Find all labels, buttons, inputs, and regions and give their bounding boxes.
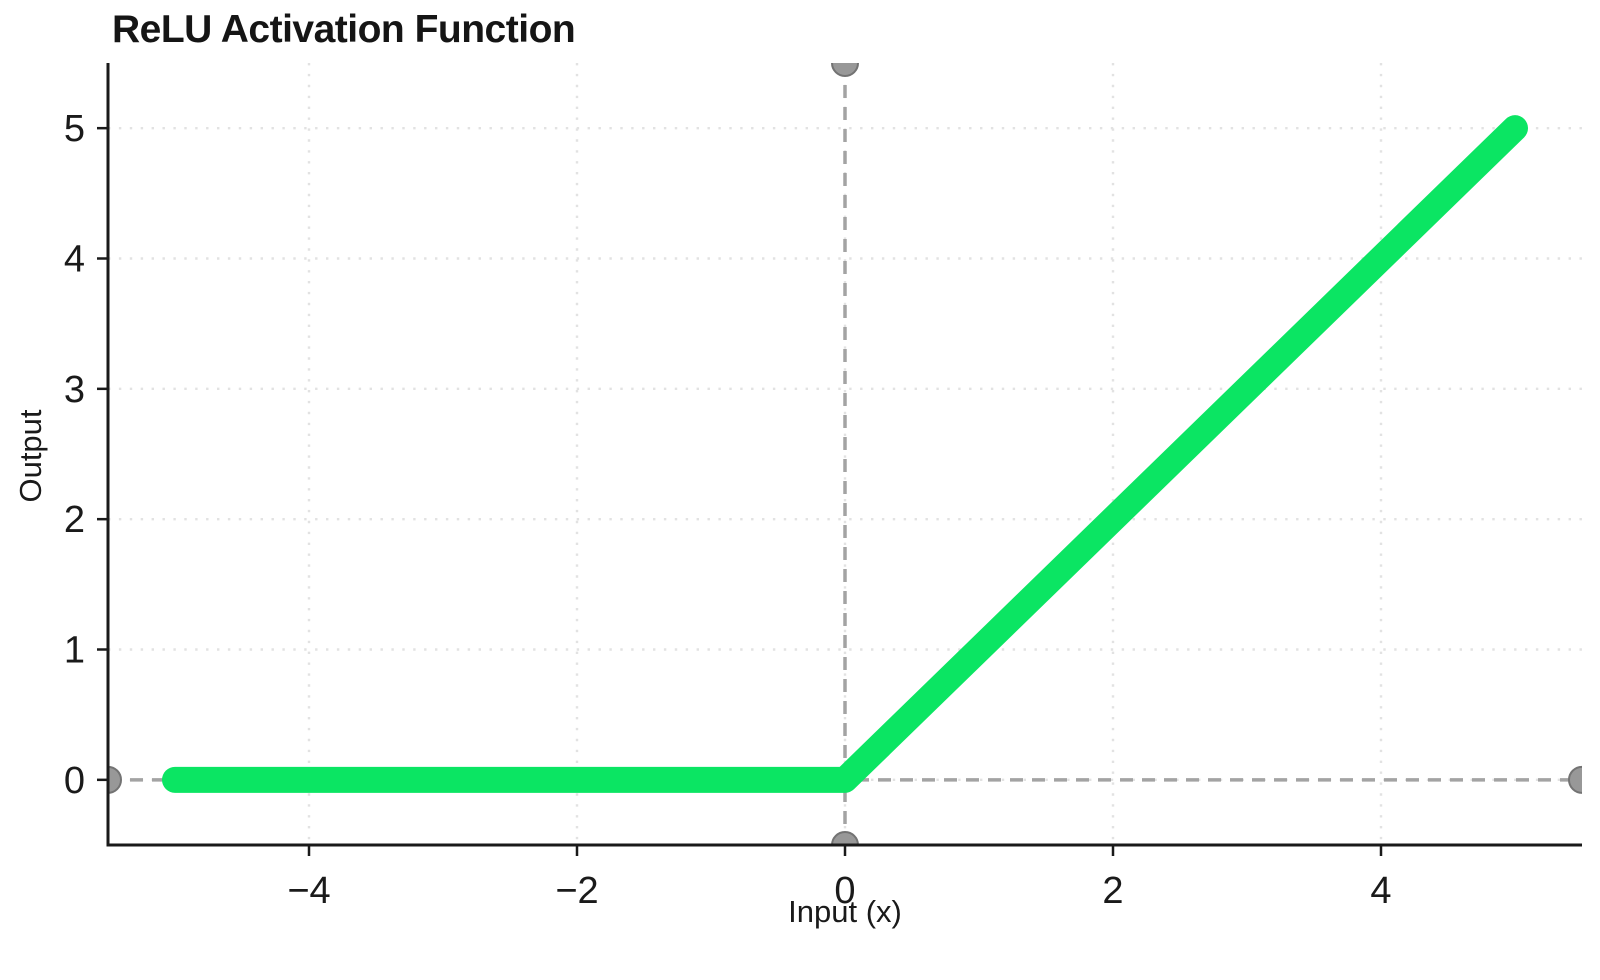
series-line-relu <box>162 115 1528 793</box>
endpoint-marker <box>831 831 859 845</box>
x-axis-label: Input (x) <box>788 894 902 929</box>
x-tick-label: 4 <box>1370 870 1391 912</box>
x-tick-label: −4 <box>287 870 330 912</box>
x-tick-label: 0 <box>834 870 855 912</box>
y-tick-label: 2 <box>64 499 85 541</box>
y-tick-label: 3 <box>64 369 85 411</box>
endpoint-marker <box>108 765 122 794</box>
x-tick-label: 2 <box>1102 870 1123 912</box>
endpoint-marker <box>831 63 859 77</box>
chart-title: ReLU Activation Function <box>112 8 576 51</box>
endpoint-marker <box>1568 765 1582 794</box>
x-tick-label: −2 <box>555 870 598 912</box>
y-tick-label: 1 <box>64 630 85 672</box>
y-tick-label: 5 <box>64 108 85 150</box>
y-axis-label: Output <box>13 409 48 503</box>
plot-area <box>108 63 1582 845</box>
y-tick-label: 0 <box>64 760 85 802</box>
y-tick-label: 4 <box>64 239 85 281</box>
